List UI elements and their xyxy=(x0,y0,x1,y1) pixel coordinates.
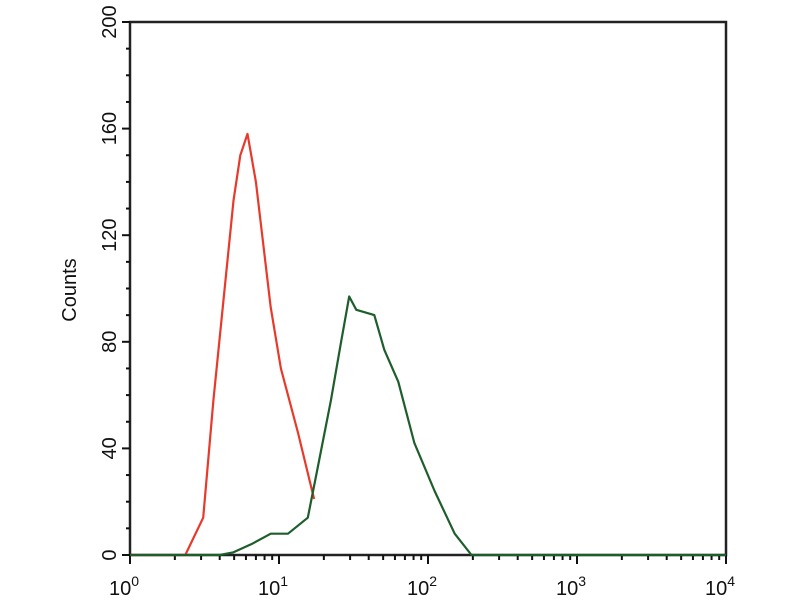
y-tick-label: 160 xyxy=(99,112,121,145)
x-tick-label: 100 xyxy=(109,573,139,600)
x-tick-exponent: 2 xyxy=(429,573,437,589)
x-tick-exponent: 3 xyxy=(578,573,586,589)
plot-frame xyxy=(128,20,728,557)
x-tick-label: 103 xyxy=(556,573,586,600)
x-tick-base: 10 xyxy=(705,578,727,600)
x-tick-label: 101 xyxy=(258,573,288,600)
y-tick-label: 120 xyxy=(99,219,121,252)
x-tick-exponent: 1 xyxy=(280,573,288,589)
y-tick-label: 200 xyxy=(99,5,121,38)
series-line-1 xyxy=(130,295,726,557)
x-tick-exponent: 4 xyxy=(727,573,735,589)
series-line-0 xyxy=(130,132,316,557)
x-axis: 100 101 102 103 104 xyxy=(109,555,735,600)
x-tick-base: 10 xyxy=(407,578,429,600)
y-tick-label: 40 xyxy=(99,437,121,459)
y-tick-label: 80 xyxy=(99,331,121,353)
y-tick-label: 0 xyxy=(99,549,121,560)
y-axis: 0 40 80 120 160 200 xyxy=(99,5,130,561)
x-tick-base: 10 xyxy=(258,578,280,600)
series-group xyxy=(130,132,726,557)
x-tick-label: 104 xyxy=(705,573,735,600)
x-tick-label: 102 xyxy=(407,573,437,600)
x-tick-exponent: 0 xyxy=(131,573,139,589)
y-axis-label: Counts xyxy=(59,258,81,321)
x-tick-base: 10 xyxy=(556,578,578,600)
x-tick-base: 10 xyxy=(109,578,131,600)
